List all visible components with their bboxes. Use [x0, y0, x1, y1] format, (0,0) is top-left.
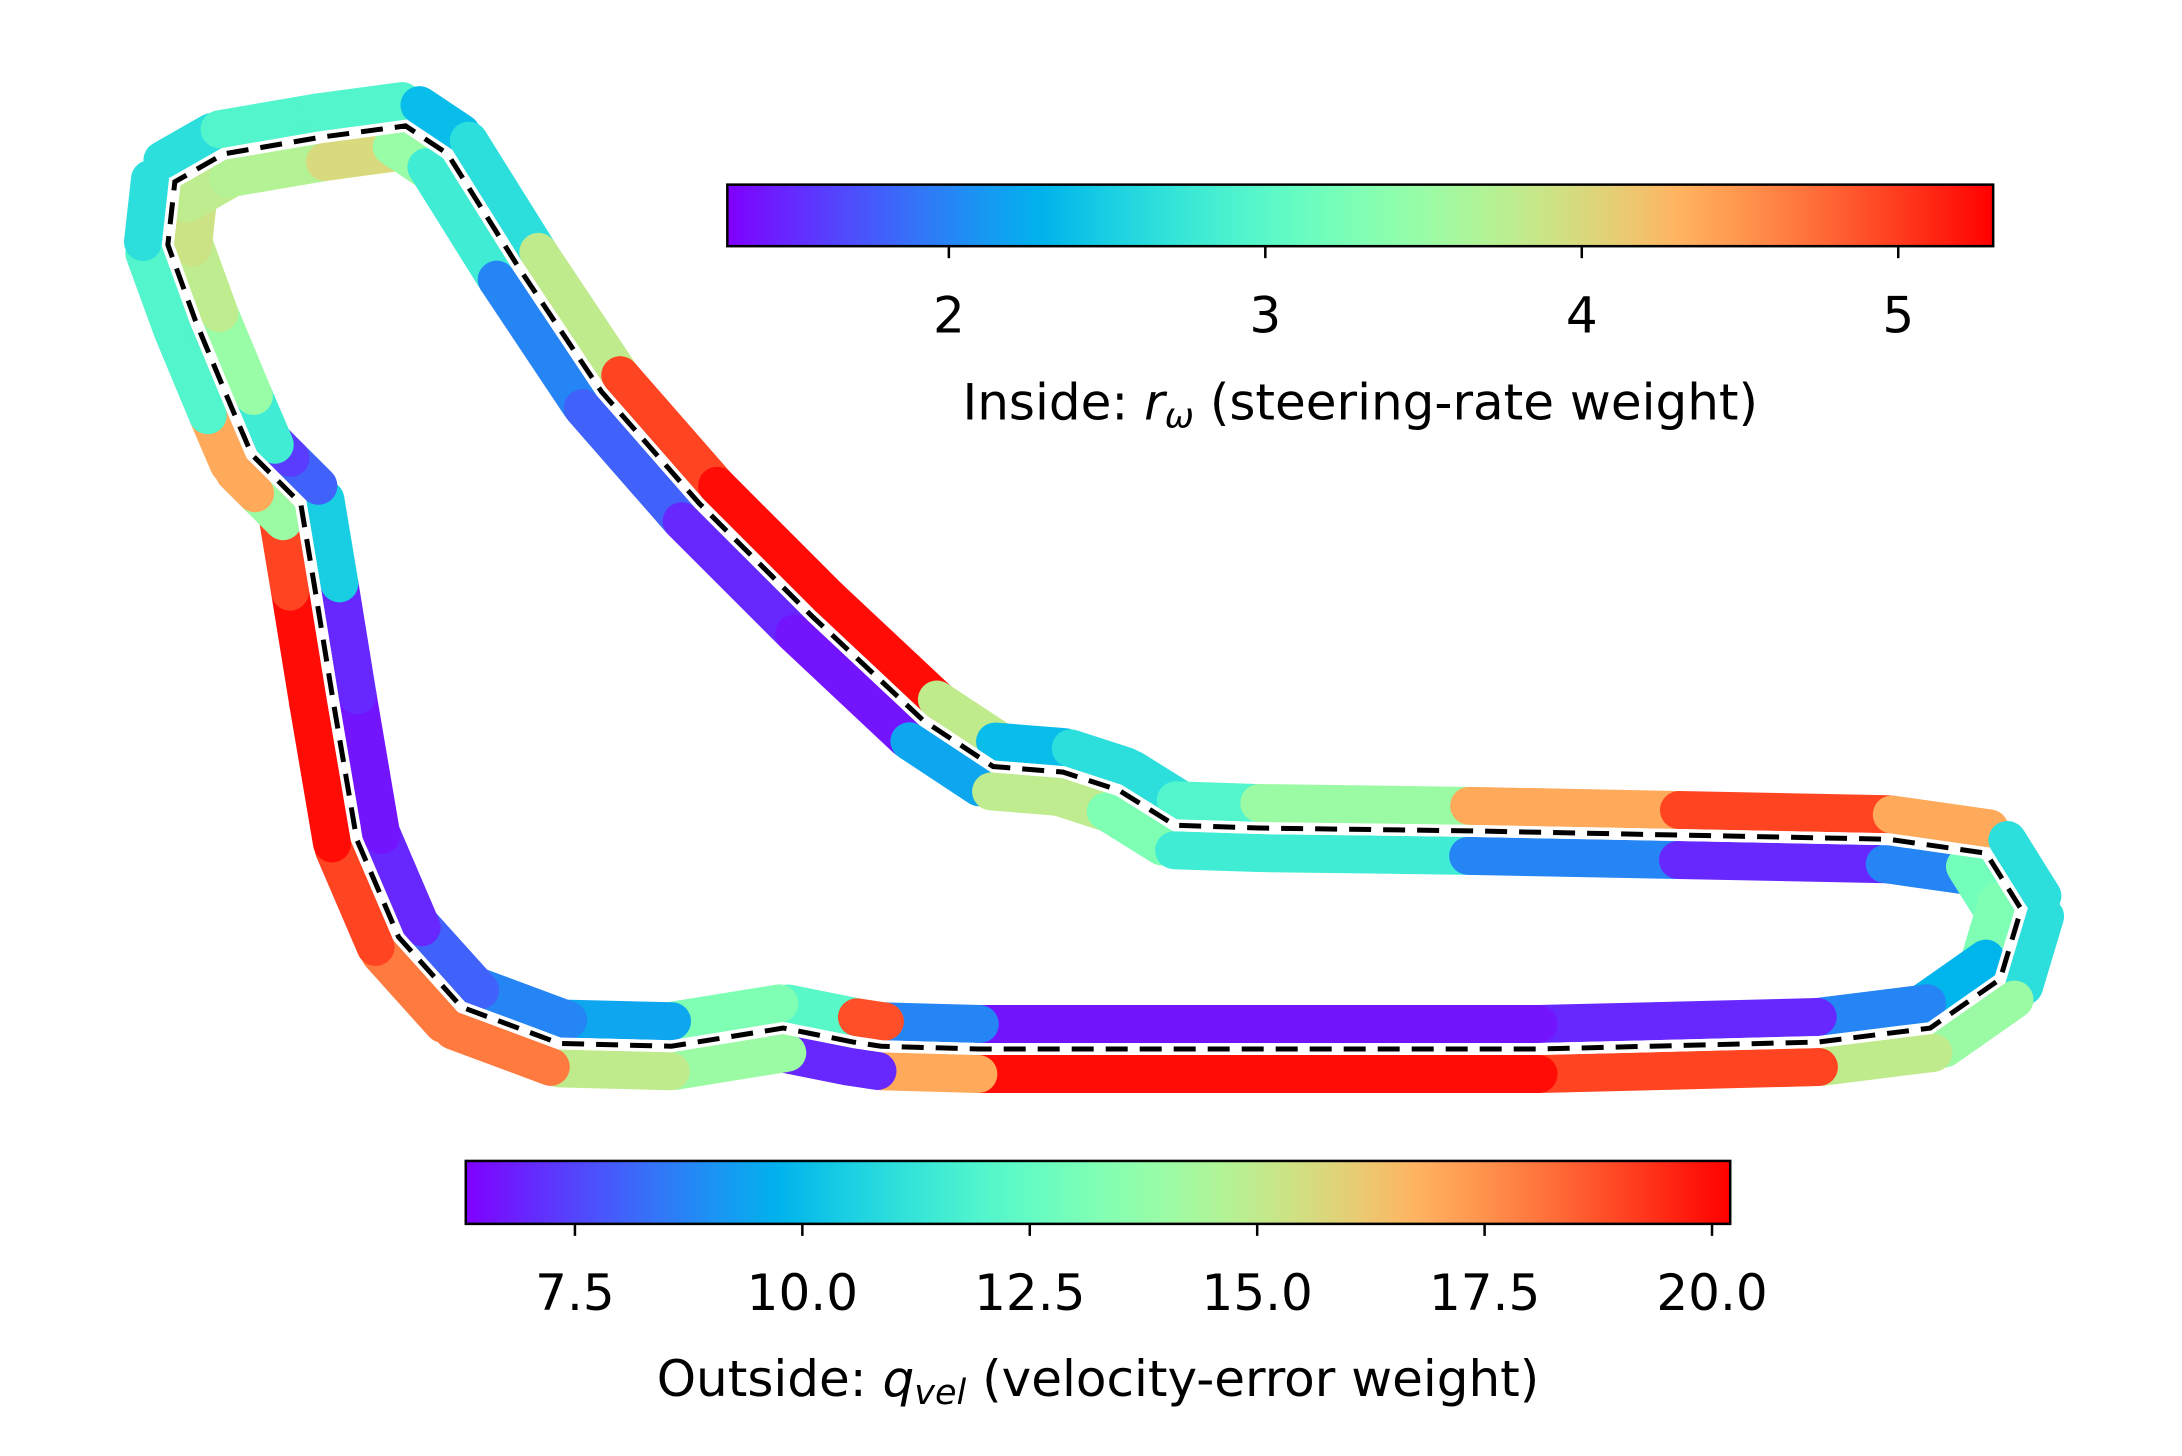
outside-segment	[125, 234, 192, 350]
label-symbol: r	[1144, 373, 1168, 431]
label-suffix: (steering-rate weight)	[1194, 373, 1758, 431]
outside-segment	[449, 121, 558, 272]
colorbar-tick-label: 2	[933, 286, 965, 344]
colorbar-tick-label: 3	[1249, 286, 1281, 344]
outside-segment	[539, 1049, 690, 1091]
inside-segment	[477, 260, 600, 425]
outside-segment	[314, 830, 395, 966]
label-subscript: ω	[1165, 397, 1194, 437]
inside-segment	[662, 502, 813, 653]
outside-segment	[656, 1033, 807, 1090]
outside-segment	[1925, 980, 2034, 1068]
colorbar-tick-label: 10.0	[747, 1264, 858, 1322]
inside-segment	[1658, 841, 1907, 884]
outside-segment	[1988, 820, 2062, 915]
centerline-gap	[161, 119, 2028, 1056]
outside-segment	[830, 1047, 897, 1090]
outside-segment	[698, 466, 848, 617]
colorbar	[464, 1159, 1732, 1226]
outside-segment	[361, 934, 462, 1043]
outside-segment	[123, 160, 169, 262]
inside-segment	[1086, 792, 1181, 866]
outside-segment	[809, 578, 960, 722]
outside-segment	[601, 356, 738, 507]
outside-segment	[289, 684, 352, 863]
outside-segment	[1802, 1033, 1953, 1086]
label-symbol: q	[883, 1349, 915, 1407]
outside-segment	[519, 232, 642, 397]
colorbar-tick-label: 12.5	[974, 1264, 1085, 1322]
inside-segment	[338, 676, 401, 855]
label-suffix: (velocity-error weight)	[966, 1349, 1539, 1407]
inside-segment	[837, 998, 904, 1041]
outside-segment	[1659, 791, 1908, 834]
colorbar-tick-label: 5	[1882, 286, 1914, 344]
colorbar-tick-label: 20.0	[1656, 1264, 1767, 1322]
outside-segment	[2005, 897, 2065, 1006]
outside-segment	[1520, 1048, 1838, 1094]
inside-segment	[890, 722, 999, 807]
colorbar	[726, 183, 1995, 248]
inside-segment	[563, 389, 700, 540]
centerline	[165, 123, 2024, 1052]
track	[123, 82, 2065, 1094]
inside-segment	[775, 614, 926, 758]
colorbar-label: Inside: rω (steering-rate weight)	[962, 373, 1758, 437]
outside-segment	[861, 1052, 998, 1094]
outside-segment	[433, 1011, 570, 1086]
inside-segment	[1518, 998, 1837, 1044]
label-subscript: vel	[914, 1373, 966, 1413]
colorbar-tick-label: 15.0	[1202, 1264, 1313, 1322]
label-prefix: Outside:	[657, 1349, 883, 1407]
colorbar-tick-label: 17.5	[1429, 1264, 1540, 1322]
outside-segment	[299, 82, 422, 132]
outside-segment	[1450, 786, 1698, 830]
outside-segment	[1872, 795, 2009, 848]
colorbar-tick-label: 4	[1566, 286, 1598, 344]
colorbars: 2 3 4 5 Inside: rω (steering-rate weight) 7.5…	[464, 183, 1995, 1413]
colorbar-tick-label: 7.5	[535, 1264, 615, 1322]
inside-segment	[1449, 836, 1697, 880]
outside-segment	[1240, 784, 1488, 825]
inside-segment	[1239, 834, 1488, 875]
inside-segment	[306, 480, 359, 603]
inside-segment	[407, 148, 516, 299]
label-prefix: Inside:	[962, 373, 1144, 431]
colorbar-label: Outside: qvel (velocity-error weight)	[657, 1349, 1540, 1413]
